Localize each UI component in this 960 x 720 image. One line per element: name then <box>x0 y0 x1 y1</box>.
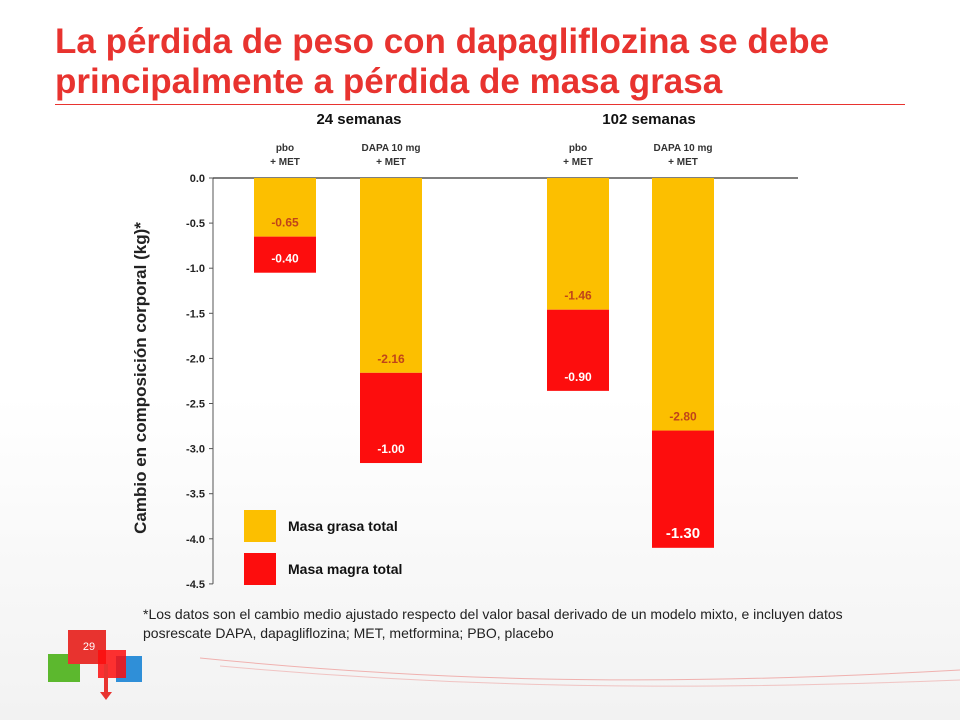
data-label-fat: -1.46 <box>564 289 592 303</box>
category-label-line2: + MET <box>563 157 593 168</box>
y-tick-label: -1.5 <box>186 308 205 320</box>
group-header: 102 semanas <box>602 111 695 128</box>
category-label-line2: + MET <box>376 157 406 168</box>
legend-label: Masa magra total <box>288 561 402 577</box>
legend-label: Masa grasa total <box>288 518 398 534</box>
category-label-line2: + MET <box>668 157 698 168</box>
bar-fat-mass <box>547 178 609 310</box>
y-tick-label: -3.5 <box>186 489 205 501</box>
data-label-lean: -1.30 <box>666 525 700 542</box>
y-tick-label: -3.0 <box>186 444 205 456</box>
data-label-lean: -0.90 <box>564 370 592 384</box>
data-label-fat: -0.65 <box>271 216 299 230</box>
category-label-line1: DAPA 10 mg <box>654 143 713 154</box>
group-header: 24 semanas <box>316 111 401 128</box>
y-tick-label: -2.0 <box>186 353 205 365</box>
data-label-fat: -2.80 <box>669 410 697 424</box>
category-label-line1: pbo <box>276 143 294 154</box>
bar-lean-mass <box>652 430 714 548</box>
y-tick-label: -4.5 <box>186 579 205 591</box>
data-label-lean: -0.40 <box>271 252 299 266</box>
decorative-wave <box>199 657 960 687</box>
slide-title: La pérdida de peso con dapagliflozina se… <box>55 22 830 101</box>
logo-mark <box>48 630 142 700</box>
bar-fat-mass <box>652 178 714 431</box>
category-label-line1: DAPA 10 mg <box>362 143 421 154</box>
data-label-lean: -1.00 <box>377 442 405 456</box>
bar-fat-mass <box>254 178 316 237</box>
y-tick-label: 0.0 <box>190 173 205 185</box>
category-label-line1: pbo <box>569 143 587 154</box>
y-tick-label: -0.5 <box>186 218 205 230</box>
page-number: 29 <box>82 641 96 653</box>
bar-fat-mass <box>360 178 422 373</box>
title-underline <box>55 104 905 105</box>
footnote: *Los datos son el cambio medio ajustado … <box>143 606 843 641</box>
y-tick-label: -1.0 <box>186 263 205 275</box>
legend-swatch <box>244 553 276 585</box>
bar-lean-mass <box>547 309 609 391</box>
bar-lean-mass <box>360 372 422 464</box>
data-label-fat: -2.16 <box>377 352 405 366</box>
y-axis-label: Cambio en composición corporal (kg)* <box>131 222 150 534</box>
y-tick-label: -2.5 <box>186 399 205 411</box>
category-label-line2: + MET <box>270 157 300 168</box>
bar-lean-mass <box>254 236 316 273</box>
legend-swatch <box>244 510 276 542</box>
y-tick-label: -4.0 <box>186 534 205 546</box>
